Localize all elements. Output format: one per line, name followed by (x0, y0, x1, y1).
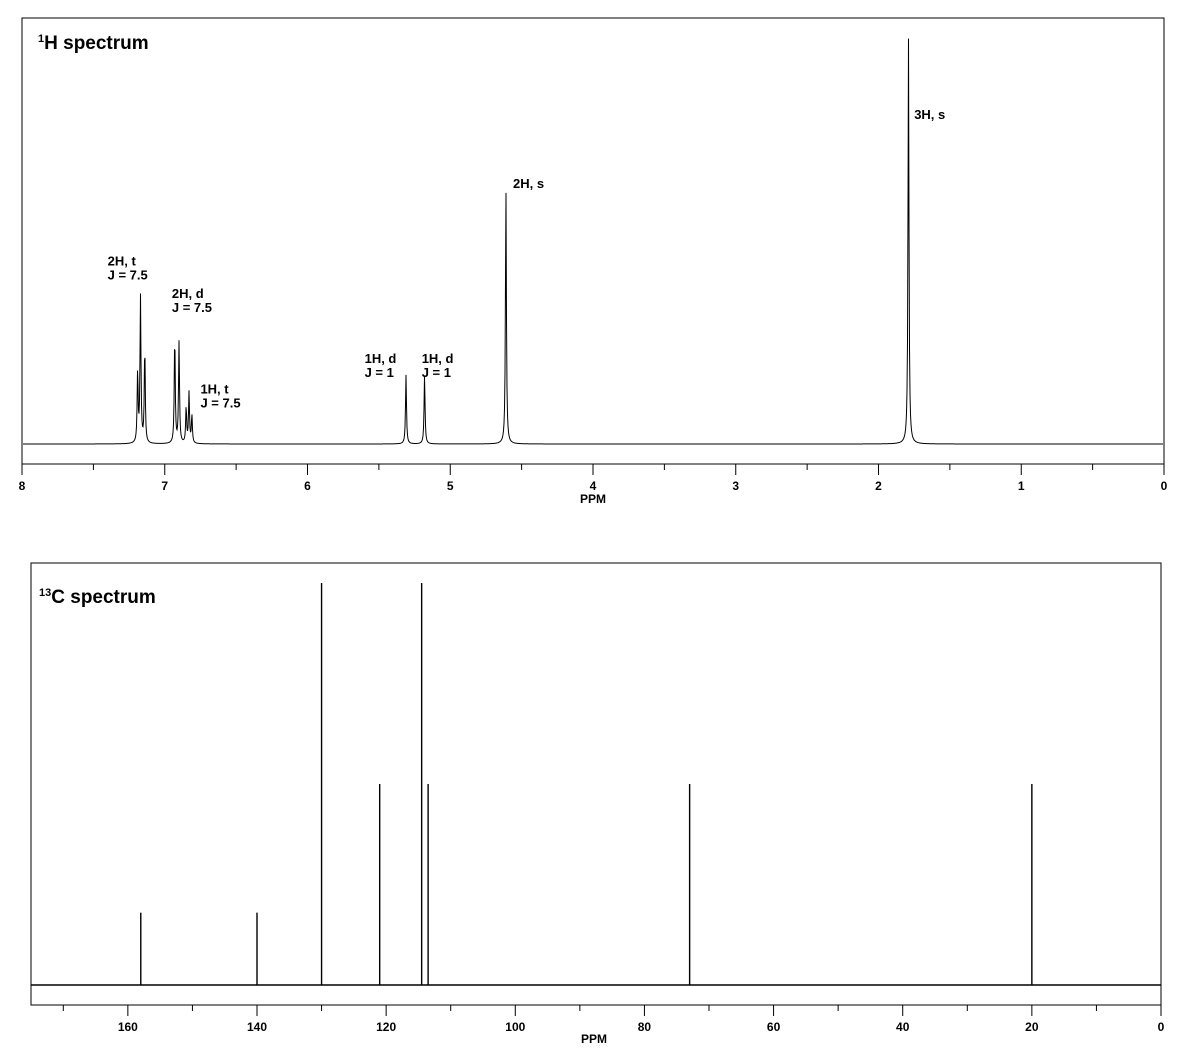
h-spectrum-trace (23, 38, 1163, 445)
c-plot-frame (30, 562, 1162, 1006)
h-tick-label: 7 (161, 479, 168, 493)
h-tick-label: 4 (590, 479, 597, 493)
h-tick-label: 3 (732, 479, 739, 493)
h-tick-label: 8 (19, 479, 26, 493)
h-title-superscript: 1 (38, 33, 44, 45)
h-tick-label: 6 (304, 479, 311, 493)
c-spectrum-panel: 13C spectrum 160 140 120 100 80 60 40 20 0 PPM (30, 562, 1165, 1046)
h-peak-annotation: 3H, s (914, 107, 945, 122)
h-peak-annotation: 2H, t (108, 253, 137, 268)
h-peak-annotation: J = 7.5 (172, 300, 212, 315)
h-tick-label: 2 (875, 479, 882, 493)
c-tick-label: 100 (505, 1020, 525, 1034)
c-tick-label: 140 (247, 1020, 267, 1034)
h-tick-label: 5 (447, 479, 454, 493)
c-tick-label: 60 (767, 1020, 781, 1034)
c-tick-label: 80 (638, 1020, 652, 1034)
h-peak-annotation: 1H, d (422, 351, 454, 366)
h-x-axis-label: PPM (580, 492, 606, 506)
c-tick-label: 120 (376, 1020, 396, 1034)
h-peak-annotation: 2H, d (172, 286, 204, 301)
c-spectrum-peaks (140, 583, 1033, 985)
h-peak-annotation: 1H, t (200, 381, 229, 396)
h-peak-annotation: 2H, s (513, 176, 544, 191)
c-title-main: C spectrum (51, 587, 156, 608)
c-x-axis-label: PPM (581, 1032, 607, 1046)
h-title-main: H spectrum (44, 33, 149, 54)
c-tick-label: 20 (1025, 1020, 1039, 1034)
h-peak-annotation: 1H, d (365, 351, 397, 366)
h-plot-frame (21, 17, 1165, 465)
h-spectrum-title: 1H spectrum (38, 33, 149, 54)
c-tick-label: 0 (1158, 1020, 1165, 1034)
h-peak-annotation: J = 7.5 (108, 267, 148, 282)
c-title-superscript: 13 (39, 587, 51, 599)
h-peak-annotation: J = 1 (365, 365, 394, 380)
h-peak-annotation: J = 1 (422, 365, 451, 380)
c-spectrum-title: 13C spectrum (39, 587, 156, 608)
h-peak-annotations: 2H, tJ = 7.52H, dJ = 7.51H, tJ = 7.51H, … (108, 107, 946, 410)
c-tick-label: 160 (118, 1020, 138, 1034)
h-x-axis-ticks: 8 7 6 5 4 3 2 1 0 (19, 464, 1168, 493)
c-tick-label: 40 (896, 1020, 910, 1034)
h-peak-annotation: J = 7.5 (200, 395, 240, 410)
c-x-axis-ticks: 160 140 120 100 80 60 40 20 0 (62, 1005, 1165, 1034)
h-tick-label: 1 (1018, 479, 1025, 493)
h-tick-label: 0 (1161, 479, 1168, 493)
